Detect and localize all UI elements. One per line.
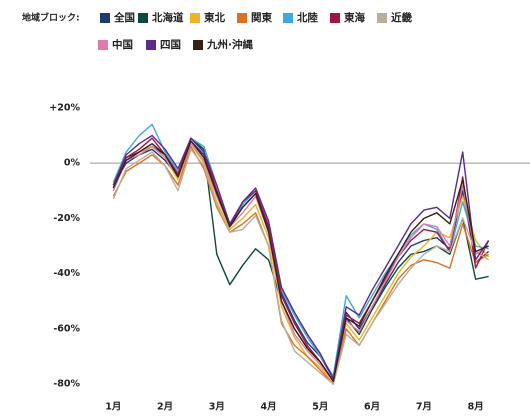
legend-title: 地域ブロック:	[22, 12, 80, 24]
x-tick-label: 7月	[416, 402, 432, 413]
legend-label: 九州·沖縄	[206, 38, 253, 51]
legend-label: 四国	[160, 39, 181, 51]
legend-label: 全国	[113, 11, 135, 24]
legend-label: 関東	[251, 11, 272, 24]
y-tick-label: -60%	[53, 323, 80, 334]
legend-swatch	[237, 13, 247, 23]
legend-label: 東海	[344, 11, 365, 24]
series-line	[112, 145, 489, 385]
legend-swatch	[138, 13, 148, 23]
legend-swatch	[100, 13, 110, 23]
legend-swatch	[283, 13, 293, 23]
legend-swatch	[190, 13, 200, 23]
x-tick-label: 1月	[105, 402, 121, 413]
y-tick-label: 0%	[64, 158, 81, 169]
legend-swatch	[146, 40, 156, 50]
legend-label: 近畿	[391, 11, 412, 24]
legend-swatch	[330, 13, 340, 23]
x-tick-label: 6月	[364, 402, 380, 413]
y-tick-label: +20%	[49, 102, 80, 113]
legend-swatch	[98, 40, 108, 50]
x-tick-label: 2月	[157, 402, 173, 413]
series-line	[112, 137, 490, 383]
x-tick-label: 8月	[468, 402, 484, 413]
x-tick-label: 3月	[209, 402, 225, 413]
legend-label: 北海道	[152, 11, 184, 24]
y-tick-label: -40%	[53, 268, 80, 279]
legend-swatch	[377, 13, 387, 23]
legend-label: 中国	[112, 38, 133, 51]
legend-label: 北陸	[297, 11, 318, 24]
x-tick-label: 5月	[312, 402, 328, 413]
y-tick-label: -80%	[53, 379, 80, 390]
series-line	[112, 143, 490, 385]
series-line	[112, 148, 489, 385]
y-tick-label: -20%	[53, 213, 80, 224]
legend-label: 東北	[204, 11, 225, 24]
x-tick-label: 4月	[261, 402, 277, 413]
series-line	[112, 140, 489, 383]
legend-swatch	[193, 40, 203, 50]
series-line	[112, 134, 490, 380]
